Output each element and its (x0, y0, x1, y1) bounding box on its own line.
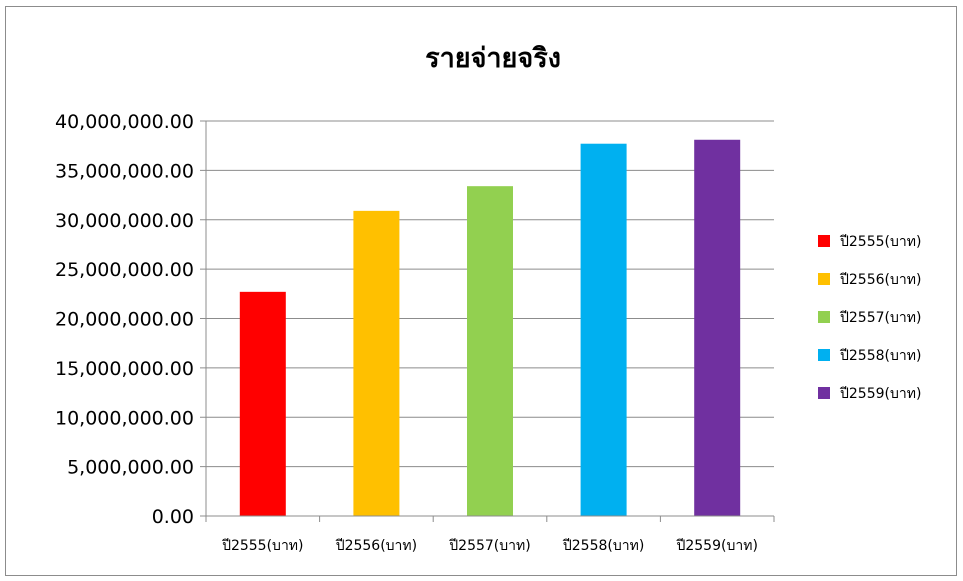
y-axis-ticks: 0.00 5,000,000.00 10,000,000.00 15,000,000.… (55, 111, 206, 528)
bar (239, 291, 286, 516)
x-tick-label: ปี2556(บาท) (335, 538, 417, 554)
bar (467, 186, 513, 517)
legend-swatch (818, 349, 830, 361)
legend-label: ปี2557(บาท) (840, 310, 922, 326)
y-tick-label: 30,000,000.00 (55, 210, 194, 232)
x-axis-ticks: ปี2555(บาท) ปี2556(บาท) ปี2557(บาท) ปี2558(… (205, 516, 775, 554)
y-tick-label: 10,000,000.00 (55, 407, 194, 429)
x-tick-label: ปี2555(บาท) (222, 538, 304, 554)
bar (694, 139, 741, 516)
y-tick-label: 35,000,000.00 (55, 160, 194, 182)
x-tick-label: ปี2558(บาท) (562, 538, 644, 554)
y-tick-label: 40,000,000.00 (55, 111, 194, 133)
bar (580, 143, 627, 516)
x-axis (205, 121, 774, 517)
x-tick-label: ปี2557(บาท) (449, 538, 531, 554)
bars (239, 139, 741, 517)
y-tick-label: 25,000,000.00 (55, 259, 194, 281)
legend-label: ปี2556(บาท) (840, 272, 922, 288)
y-tick-label: 15,000,000.00 (55, 358, 194, 380)
legend-label: ปี2558(บาท) (840, 348, 922, 364)
chart-title: รายจ่ายจริง (425, 43, 561, 74)
legend-swatch (818, 387, 830, 399)
legend-swatch (818, 235, 830, 247)
bar (353, 210, 400, 517)
legend-swatch (818, 311, 830, 323)
y-tick-label: 20,000,000.00 (55, 309, 194, 331)
y-tick-label: 5,000,000.00 (67, 457, 194, 479)
legend-swatch (818, 273, 830, 285)
legend: ปี2555(บาท) ปี2556(บาท) ปี2557(บาท) ปี2558(… (818, 234, 921, 402)
legend-label: ปี2559(บาท) (840, 386, 922, 402)
y-tick-label: 0.00 (152, 506, 194, 528)
x-tick-label: ปี2559(บาท) (676, 538, 758, 554)
legend-label: ปี2555(บาท) (840, 234, 922, 250)
